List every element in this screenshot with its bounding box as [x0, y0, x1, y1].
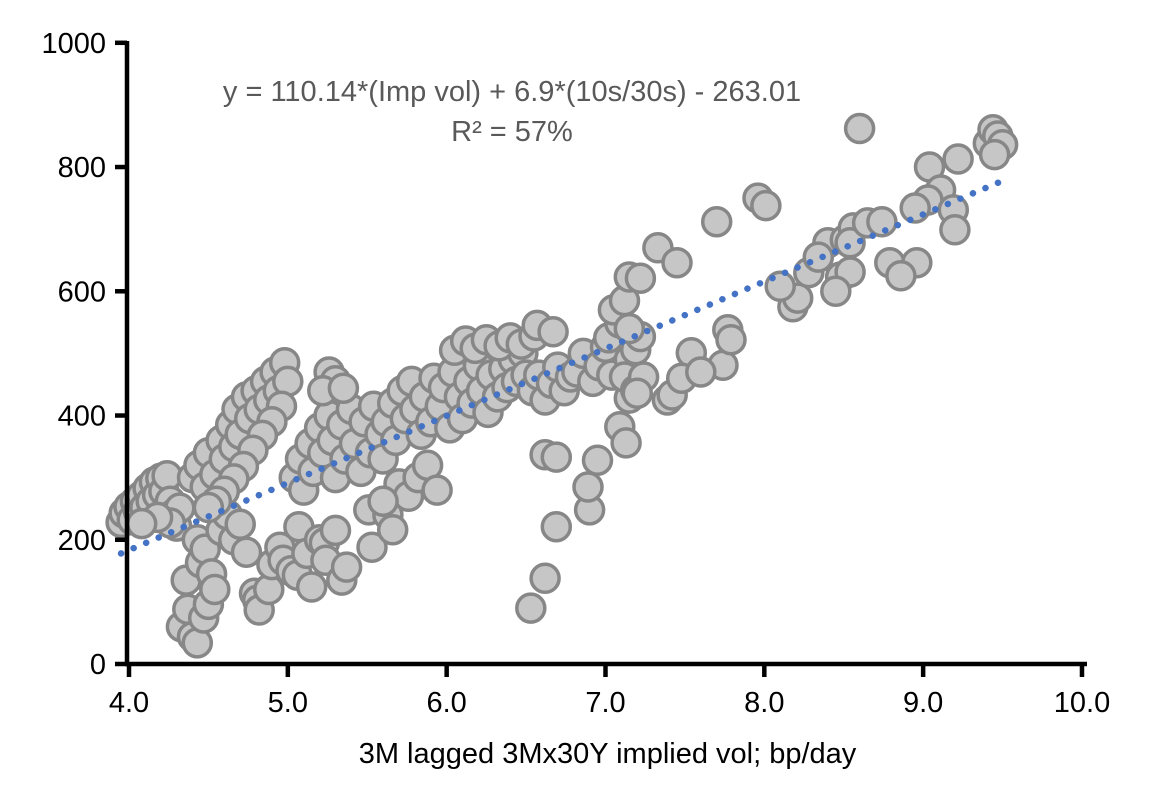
scatter-point — [515, 592, 547, 624]
trendline — [117, 176, 1009, 557]
x-tick-label: 7.0 — [585, 687, 625, 719]
scatter-point — [700, 205, 733, 238]
scatter-point — [624, 262, 657, 294]
scatter-point — [572, 471, 604, 503]
y-tick-label: 800 — [58, 152, 106, 184]
scatter-point — [224, 508, 256, 540]
scatter-point — [750, 189, 782, 222]
scatter-point — [230, 536, 263, 568]
scatter-point — [621, 377, 654, 409]
scatter-point — [529, 562, 561, 595]
x-axis-ticks: 4.0 5.0 6.0 7.0 8.0 9.0 10.0 — [109, 664, 1110, 719]
x-tick-label: 8.0 — [744, 687, 784, 719]
x-tick-label: 4.0 — [109, 687, 149, 719]
scatter-point — [866, 205, 898, 238]
scatter-point — [885, 260, 917, 292]
scatter-point — [192, 491, 225, 524]
x-tick-label: 10.0 — [1054, 687, 1110, 719]
scatter-point — [942, 143, 974, 175]
scatter-point — [537, 315, 569, 348]
scatter-point — [581, 444, 614, 476]
scatter-point — [715, 323, 747, 356]
scatter-point — [125, 507, 158, 540]
x-axis-title: 3M lagged 3Mx30Y implied vol; bp/day — [358, 738, 857, 770]
x-tick-label: 9.0 — [903, 687, 943, 719]
scatter-point — [685, 356, 717, 388]
x-tick-label: 6.0 — [426, 687, 466, 719]
y-tick-label: 200 — [58, 525, 106, 557]
scatter-point — [199, 573, 231, 606]
scatter-point — [356, 531, 388, 563]
scatter-points — [105, 112, 1019, 659]
scatter-point — [802, 241, 835, 273]
scatter-point — [610, 427, 642, 459]
y-tick-label: 400 — [58, 401, 106, 433]
scatter-point — [376, 514, 409, 546]
x-tick-label: 5.0 — [268, 687, 308, 719]
scatter-point — [978, 138, 1011, 171]
scatter-point — [843, 112, 876, 145]
scatter-point — [613, 312, 646, 345]
scatter-point — [421, 474, 453, 506]
scatter-point — [367, 485, 399, 517]
scatter-point — [834, 227, 866, 259]
scatter-point — [899, 192, 931, 224]
y-tick-label: 0 — [90, 649, 106, 681]
scatter-point — [540, 441, 573, 473]
scatter-point — [319, 514, 352, 547]
scatter-point — [330, 551, 363, 583]
scatter-point — [327, 372, 360, 404]
y-axis-ticks: 0 200 400 600 800 1000 — [41, 28, 127, 681]
scatter-point — [820, 275, 852, 308]
scatter-point — [939, 214, 971, 246]
scatter-point — [540, 510, 573, 543]
scatter-point — [295, 571, 328, 603]
y-tick-label: 600 — [58, 276, 106, 308]
scatter-point — [661, 246, 693, 279]
y-tick-label: 1000 — [41, 28, 106, 60]
